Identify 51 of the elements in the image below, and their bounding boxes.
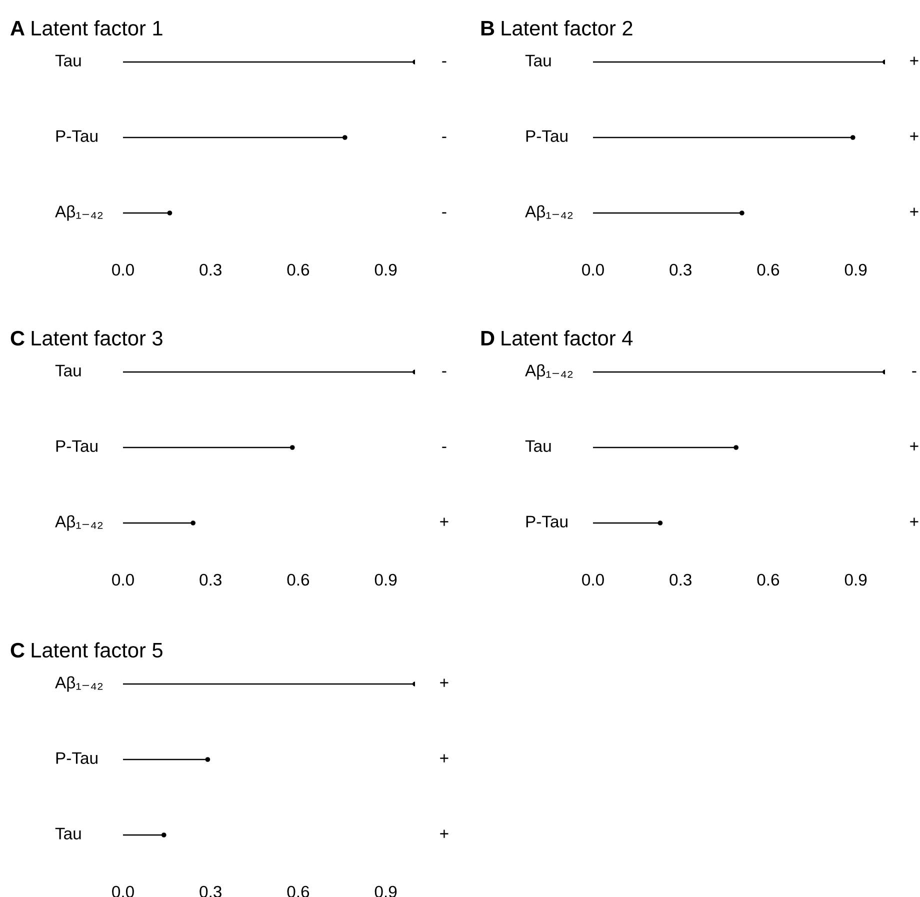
data-label: - [912, 371, 916, 373]
chart-title: D Latent factor 4 [481, 330, 633, 346]
x-tick-label: 0.9 [844, 264, 867, 276]
data-label: - [442, 446, 446, 448]
x-tick-label: 0.3 [200, 574, 222, 586]
data-label: - [442, 136, 446, 138]
x-tick-label: 0.9 [374, 574, 397, 586]
y-tick-label: Tau [525, 440, 551, 452]
y-tick-label: P-Tau [56, 752, 98, 764]
x-tick-label: 0.3 [670, 574, 692, 586]
y-tick-label: Aβ₁₋₄₂ [55, 676, 103, 692]
data-label: + [440, 754, 448, 762]
x-tick-label: 0.6 [287, 264, 310, 276]
x-tick-label: 0.0 [582, 264, 604, 276]
y-tick-label: P-Tau [526, 130, 568, 142]
x-tick-label: 0.3 [670, 264, 692, 276]
x-tick-label: 0.0 [112, 264, 134, 276]
x-tick-label: 0.6 [287, 574, 310, 586]
data-label: + [440, 830, 448, 838]
x-tick-label: 0.9 [374, 264, 397, 276]
chart-title: C Latent factor 3 [10, 330, 162, 346]
y-tick-label: Tau [55, 54, 81, 66]
chart-title: C Latent factor 5 [10, 642, 162, 658]
y-tick-label: Aβ₁₋₄₂ [525, 205, 573, 221]
y-tick-label: Tau [525, 54, 551, 66]
data-label: + [910, 208, 918, 216]
chart-title: A Latent factor 1 [10, 20, 162, 36]
y-tick-label: Aβ₁₋₄₂ [525, 364, 573, 380]
data-label: + [910, 518, 918, 526]
data-label: - [442, 212, 446, 214]
x-tick-label: 0.6 [757, 574, 780, 586]
data-label: - [442, 371, 446, 373]
data-label: + [910, 132, 918, 140]
y-tick-label: Tau [55, 364, 81, 376]
y-tick-label: Aβ₁₋₄₂ [55, 205, 103, 221]
y-tick-label: Aβ₁₋₄₂ [55, 515, 103, 531]
chart-title: B Latent factor 2 [481, 20, 632, 36]
x-tick-label: 0.0 [582, 574, 604, 586]
x-tick-label: 0.3 [200, 264, 222, 276]
x-tick-label: 0.0 [112, 574, 134, 586]
x-tick-label: 0.9 [844, 574, 867, 586]
data-label: + [440, 678, 448, 687]
y-tick-label: P-Tau [56, 440, 98, 452]
data-label: + [910, 442, 918, 450]
data-label: + [910, 56, 918, 65]
y-tick-label: P-Tau [526, 516, 568, 528]
data-label: - [442, 61, 446, 63]
y-tick-label: Tau [55, 828, 81, 840]
y-tick-label: P-Tau [56, 130, 98, 142]
data-label: + [440, 518, 448, 526]
x-tick-label: 0.6 [757, 264, 780, 276]
